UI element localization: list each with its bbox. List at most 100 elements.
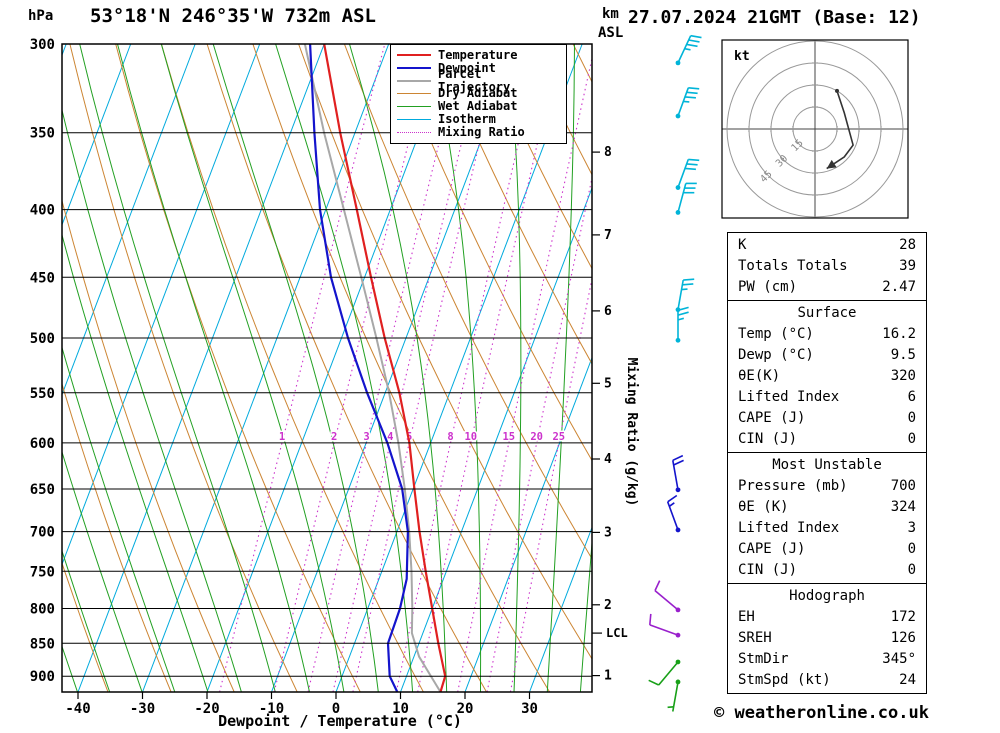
svg-text:-30: -30 <box>130 701 155 717</box>
stat-value: 2.47 <box>882 279 916 295</box>
stat-value: 16.2 <box>882 326 916 342</box>
legend-line-sample <box>397 93 431 95</box>
svg-text:350: 350 <box>30 126 55 142</box>
stat-label: StmDir <box>738 651 789 667</box>
hodograph-ring <box>792 106 838 152</box>
stat-value: 0 <box>907 410 916 426</box>
stat-row: K 28 <box>728 235 926 256</box>
profile-temperature <box>323 44 447 692</box>
wind-barb <box>675 87 700 119</box>
mixing-ratio-lines <box>219 44 592 692</box>
stats-box: Surface Temp (°C) 16.2 Dewp (°C) 9.5 θE(K) 320… <box>727 300 927 453</box>
wind-barb <box>675 34 702 66</box>
wind-barb <box>672 454 684 493</box>
temp-axis-ticks <box>77 692 531 699</box>
hodograph-unit-label: kt <box>734 49 750 64</box>
height-axis-unit-km: km <box>602 6 619 22</box>
height-axis-unit-asl: ASL <box>598 25 624 41</box>
wind-barb <box>649 613 681 638</box>
stat-label: StmSpd (kt) <box>738 672 831 688</box>
legend-line-sample <box>397 106 431 108</box>
stat-row: SREH 126 <box>728 628 926 649</box>
chart-legend: Temperature Dewpoint Parcel Trajectory Dry … <box>390 44 567 144</box>
stats-box: K 28 Totals Totals 39 PW (cm) 2.47 <box>727 232 927 301</box>
stat-label: CAPE (J) <box>738 410 806 426</box>
svg-text:-20: -20 <box>194 701 219 717</box>
wind-barb <box>675 278 695 313</box>
hodograph-ring <box>770 84 860 174</box>
legend-item: Parcel Trajectory <box>397 68 560 93</box>
stat-row: StmSpd (kt) 24 <box>728 670 926 691</box>
svg-text:650: 650 <box>30 482 55 498</box>
stat-row: Lifted Index 3 <box>728 518 926 539</box>
stats-box-title: Hodograph <box>789 588 865 604</box>
svg-text:25: 25 <box>552 431 565 443</box>
svg-text:550: 550 <box>30 386 55 402</box>
stat-row: Temp (°C) 16.2 <box>728 324 926 345</box>
svg-text:10: 10 <box>392 701 409 717</box>
stat-row: StmDir 345° <box>728 649 926 670</box>
svg-text:5: 5 <box>604 376 612 391</box>
svg-text:10: 10 <box>464 431 477 443</box>
svg-text:0: 0 <box>332 701 340 717</box>
stat-value: 345° <box>882 651 916 667</box>
stat-value: 0 <box>907 431 916 447</box>
stat-value: 126 <box>890 630 916 646</box>
svg-text:800: 800 <box>30 602 55 618</box>
wind-barb <box>666 494 681 533</box>
stat-row: EH 172 <box>728 607 926 628</box>
isotherm-lines <box>62 44 592 692</box>
hodograph-border <box>721 39 909 219</box>
svg-text:1: 1 <box>279 431 285 443</box>
svg-text:-10: -10 <box>259 701 284 717</box>
legend-item-label: Dry Adiabat <box>438 86 518 101</box>
svg-text:4: 4 <box>604 452 612 467</box>
stat-label: PW (cm) <box>738 279 798 295</box>
height-axis-labels: 1 2 3 4 5 6 7 8 <box>604 145 612 684</box>
stat-value: 3 <box>907 520 916 536</box>
svg-text:3: 3 <box>604 525 612 540</box>
stat-value: 24 <box>899 672 916 688</box>
pressure-labels: 300 350 400 450 500 550 600 650 700 750 800 850 900 <box>30 37 55 685</box>
svg-text:850: 850 <box>30 636 55 652</box>
temp-axis-title: Dewpoint / Temperature (°C) <box>218 712 462 730</box>
stats-box: Hodograph EH 172 SREH 126 StmDir 345° StmSpd (k… <box>727 583 927 694</box>
stat-value: 320 <box>890 368 916 384</box>
stat-value: 324 <box>890 499 916 515</box>
stat-label: Totals Totals <box>738 258 848 274</box>
mixing-ratio-axis-title: Mixing Ratio (g/kg) <box>624 358 639 507</box>
stat-label: CIN (J) <box>738 562 798 578</box>
stat-row: CAPE (J) 0 <box>728 539 926 560</box>
legend-line-sample <box>397 118 431 120</box>
stat-value: 28 <box>899 237 916 253</box>
plot-area: 1 2 3 4 5 8 10 15 20 25 <box>62 44 592 692</box>
svg-text:1: 1 <box>604 669 612 684</box>
legend-item: Dewpoint <box>397 61 560 75</box>
pressure-axis-unit: hPa <box>28 8 54 24</box>
wind-barbs <box>648 34 702 712</box>
stat-row: CIN (J) 0 <box>728 429 926 450</box>
legend-line-sample <box>397 54 431 57</box>
stat-label: EH <box>738 609 755 625</box>
wind-barb <box>675 306 689 343</box>
stats-panel: K 28 Totals Totals 39 PW (cm) 2.47 Surface Temp… <box>727 232 927 694</box>
legend-item: Wet Adiabat <box>397 100 560 113</box>
legend-item-label: Isotherm <box>438 111 496 126</box>
stat-value: 39 <box>899 258 916 274</box>
svg-text:4: 4 <box>387 431 393 443</box>
svg-text:8: 8 <box>604 145 612 160</box>
mixing-ratio-labels: 1 2 3 4 5 8 10 15 20 25 <box>277 429 566 444</box>
legend-line-sample <box>397 67 431 70</box>
stat-value: 700 <box>890 478 916 494</box>
hodograph-trace <box>826 90 854 170</box>
wind-barb <box>667 679 681 712</box>
svg-text:7: 7 <box>604 228 612 243</box>
svg-text:500: 500 <box>30 331 55 347</box>
stat-row: PW (cm) 2.47 <box>728 277 926 298</box>
hodograph-ring-label: 15 <box>789 138 805 154</box>
svg-text:2: 2 <box>331 431 337 443</box>
stat-value: 172 <box>890 609 916 625</box>
svg-text:-40: -40 <box>65 701 90 717</box>
